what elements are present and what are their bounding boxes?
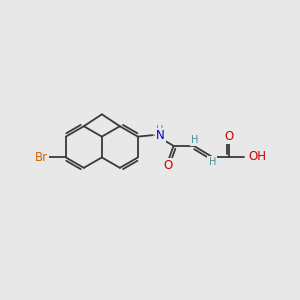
Text: OH: OH — [248, 150, 266, 163]
Text: H: H — [191, 135, 198, 145]
Text: H: H — [156, 125, 163, 135]
Text: N: N — [156, 129, 164, 142]
Text: H: H — [208, 158, 216, 167]
Text: Br: Br — [35, 151, 48, 164]
Text: O: O — [163, 159, 172, 172]
Text: O: O — [225, 130, 234, 143]
